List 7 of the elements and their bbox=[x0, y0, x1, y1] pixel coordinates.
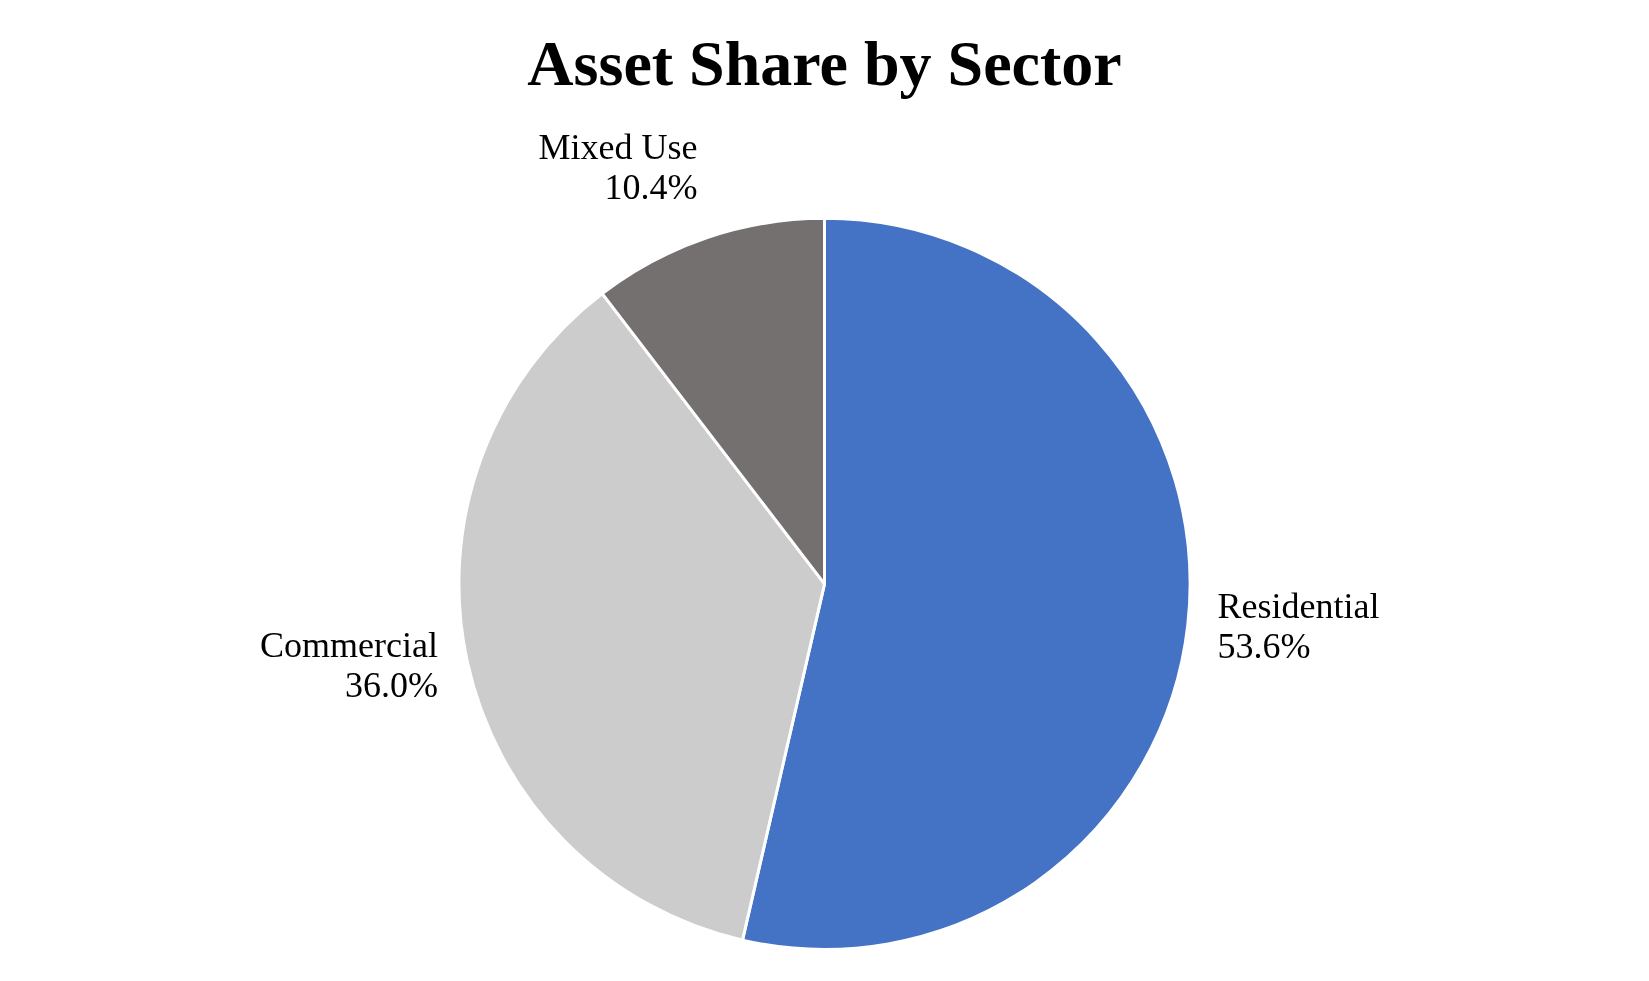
data-label: 36.0% bbox=[344, 665, 438, 706]
slice-label: Mixed Use bbox=[538, 126, 698, 167]
slice-label: Residential bbox=[1217, 586, 1380, 626]
slice-label: Commercial bbox=[259, 625, 438, 666]
chart-title: Asset Share by Sector bbox=[527, 27, 1122, 99]
data-label: 53.6% bbox=[1217, 626, 1311, 666]
data-label: 10.4% bbox=[604, 166, 698, 207]
